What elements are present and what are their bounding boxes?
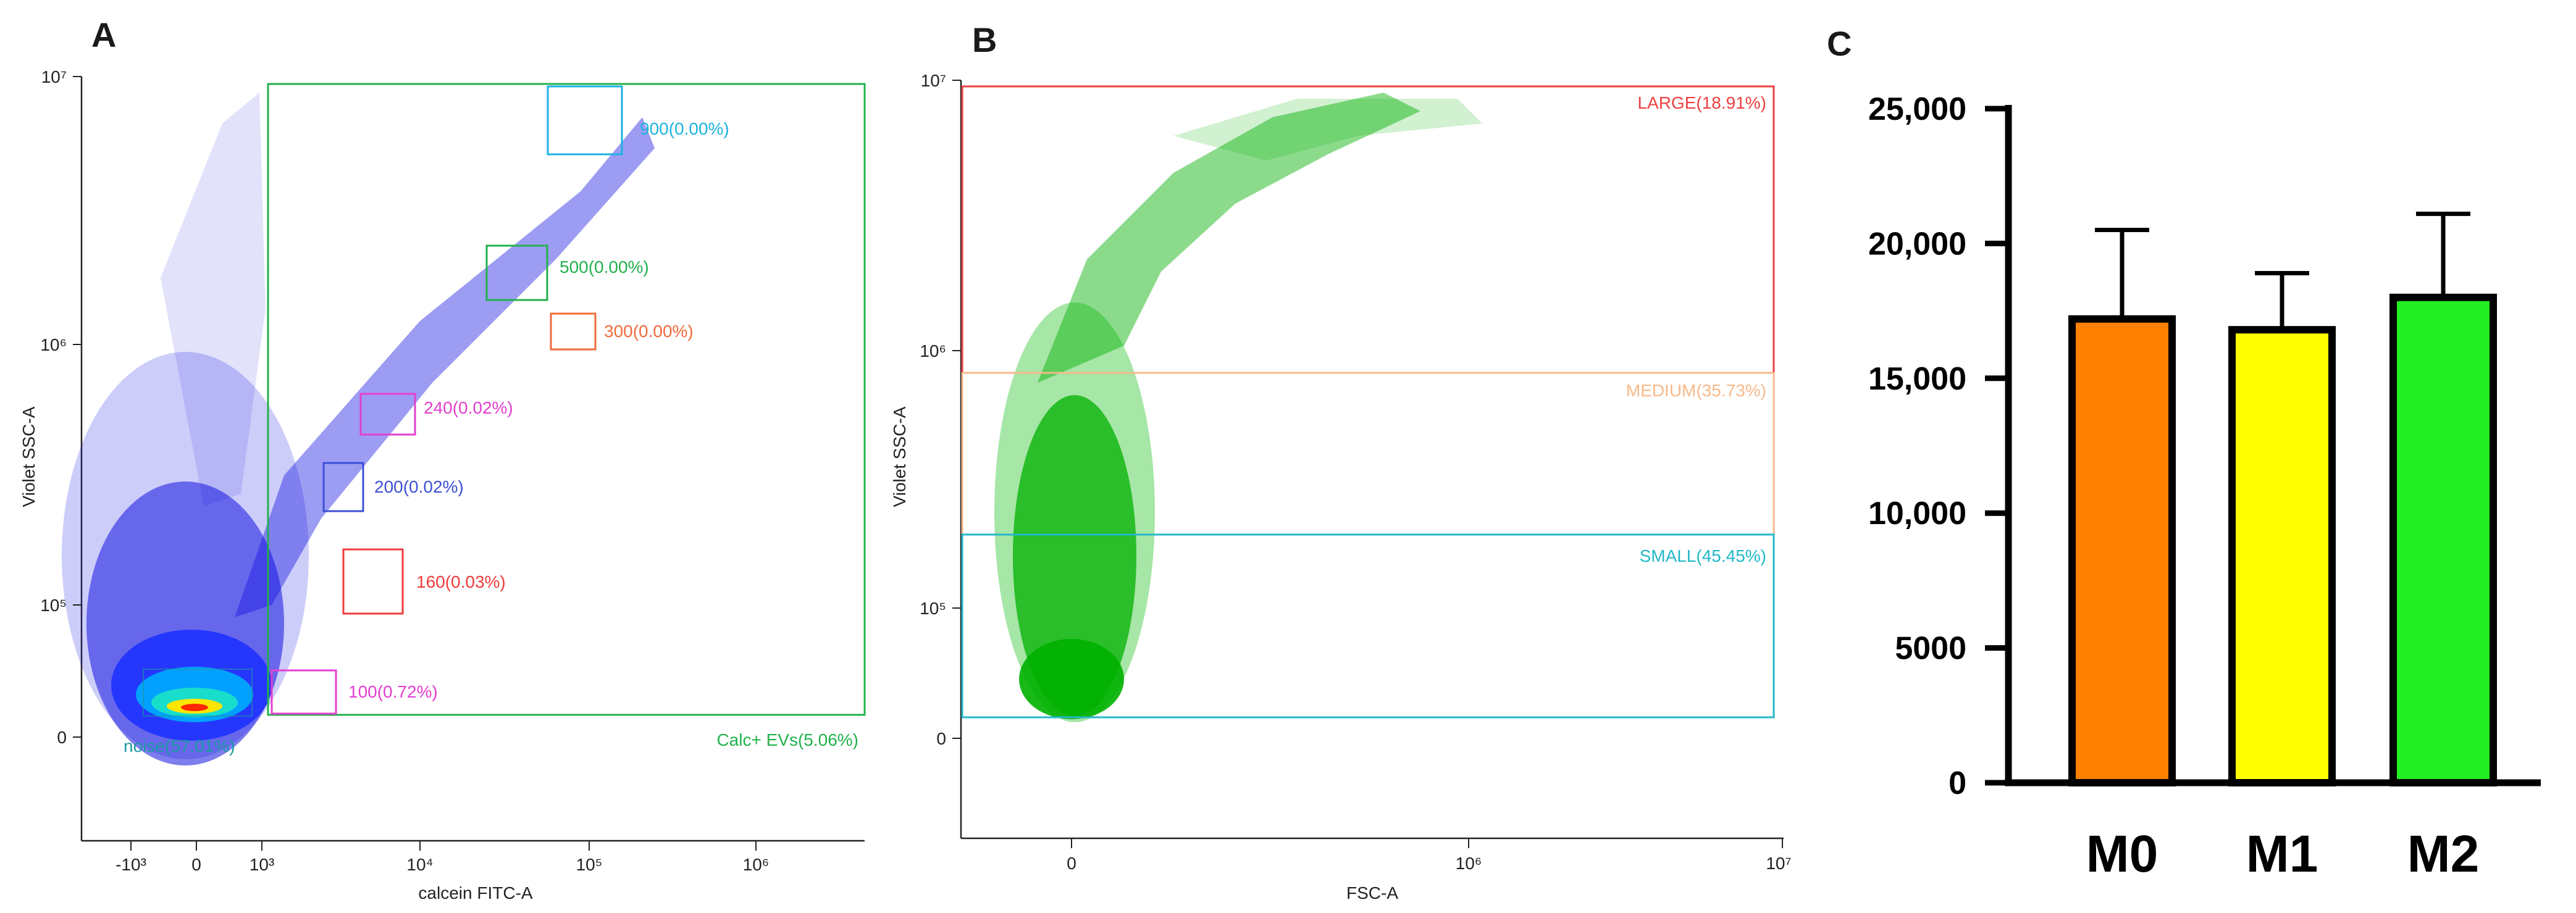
- panel-c-ytick-label: 25,000: [1868, 91, 1966, 127]
- panel-a-xtick-0: 0: [191, 855, 201, 874]
- panel-c-y-ticks: 0 5000 10,000 15,000 20,000 25,000: [1868, 91, 2008, 801]
- panel-a-ytick-1e7: 10⁷: [41, 67, 67, 86]
- category-label-m0: M0: [2086, 825, 2159, 883]
- panel-b-ytick-1e5: 10⁵: [920, 599, 946, 618]
- panel-a-xtick-1e5: 10⁵: [576, 855, 603, 874]
- panel-a-ytick-1e6: 10⁶: [40, 335, 67, 354]
- panel-a-ytick-0: 0: [57, 728, 67, 747]
- panel-b-density: [994, 93, 1482, 722]
- panel-a-xlabel: calcein FITC-A: [418, 883, 532, 903]
- panel-b-gates: [961, 85, 1775, 719]
- gate-300: [550, 312, 597, 351]
- gate-label-calc-evs: Calc+ EVs(5.06%): [716, 730, 858, 749]
- gate-noise: [143, 669, 253, 717]
- gate-label-large: LARGE(18.91%): [1637, 93, 1766, 112]
- gate-160: [342, 548, 404, 615]
- panel-a-ytick-1e5: 10⁵: [40, 596, 67, 615]
- panel-a-xtick-1e4: 10⁴: [406, 855, 433, 874]
- panel-c: C 0 5000 10,000 15,000 20,000 25,000 M0 M1 M2: [1827, 24, 2541, 883]
- gate-label-160: 160(0.03%): [416, 572, 506, 591]
- panel-b: B LARGE(18.91%) MEDIUM(35.73%) SMALL(45.…: [890, 20, 1792, 903]
- bar-m1: [2228, 326, 2336, 786]
- gate-label-900: 900(0.00%): [640, 119, 729, 138]
- panel-b-x-ticks: [1071, 838, 1783, 848]
- panel-a: A 900(0.00%) 500: [19, 15, 866, 903]
- panel-a-xtick-1e3: 10³: [250, 855, 274, 874]
- panel-b-y-ticks: [952, 80, 961, 739]
- gate-label-200: 200(0.02%): [374, 477, 464, 496]
- gate-label-small: SMALL(45.45%): [1640, 546, 1766, 565]
- gate-900: [547, 85, 623, 156]
- panel-b-ytick-1e6: 10⁶: [920, 341, 946, 361]
- bar-m0: [2068, 315, 2176, 786]
- bar-m2: [2389, 293, 2497, 786]
- gate-label-300: 300(0.00%): [604, 322, 694, 341]
- panel-c-categories: M0 M1 M2: [2086, 825, 2480, 883]
- panel-b-xtick-0: 0: [1067, 854, 1076, 873]
- gate-label-500: 500(0.00%): [560, 257, 649, 277]
- panel-a-letter: A: [91, 15, 116, 54]
- panel-b-xtick-1e6: 10⁶: [1456, 854, 1482, 873]
- gate-200: [322, 462, 364, 512]
- panel-b-letter: B: [972, 20, 997, 59]
- panel-b-ytick-1e7: 10⁷: [921, 71, 946, 90]
- gate-500: [485, 244, 548, 301]
- panel-c-ytick-label: 15,000: [1868, 361, 1966, 397]
- category-label-m2: M2: [2407, 825, 2480, 883]
- panel-c-ytick-label: 0: [1949, 765, 1966, 801]
- panel-a-y-ticks: [73, 76, 82, 738]
- panel-a-gates: [143, 83, 866, 717]
- gate-label-medium: MEDIUM(35.73%): [1626, 381, 1766, 400]
- gate-label-noise: noise(57.01%): [124, 736, 235, 756]
- panel-b-ytick-0: 0: [936, 729, 946, 748]
- panel-b-xtick-1e7: 10⁷: [1766, 854, 1791, 873]
- panel-a-xtick-1e6: 10⁶: [743, 855, 770, 874]
- panel-b-xlabel: FSC-A: [1346, 883, 1398, 903]
- gate-240: [359, 393, 416, 436]
- panel-a-x-ticks: [130, 841, 757, 851]
- panel-a-density: [62, 93, 655, 765]
- panel-c-bars: [2068, 211, 2497, 786]
- panel-a-xtick-neg1e3: -10³: [115, 855, 146, 874]
- gate-100: [271, 669, 337, 715]
- panel-c-ytick-label: 5000: [1895, 631, 1966, 667]
- gate-small: [961, 533, 1775, 719]
- gate-label-100: 100(0.72%): [348, 682, 438, 701]
- gate-label-240: 240(0.02%): [424, 398, 513, 417]
- panel-a-ylabel: Violet SSC-A: [19, 406, 38, 507]
- panel-c-ytick-label: 10,000: [1868, 496, 1966, 532]
- panel-c-letter: C: [1827, 24, 1852, 63]
- panel-b-ylabel: Violet SSC-A: [890, 406, 909, 507]
- gate-calc-evs: [267, 83, 866, 716]
- panel-c-ytick-label: 20,000: [1868, 226, 1966, 262]
- category-label-m1: M1: [2246, 825, 2318, 883]
